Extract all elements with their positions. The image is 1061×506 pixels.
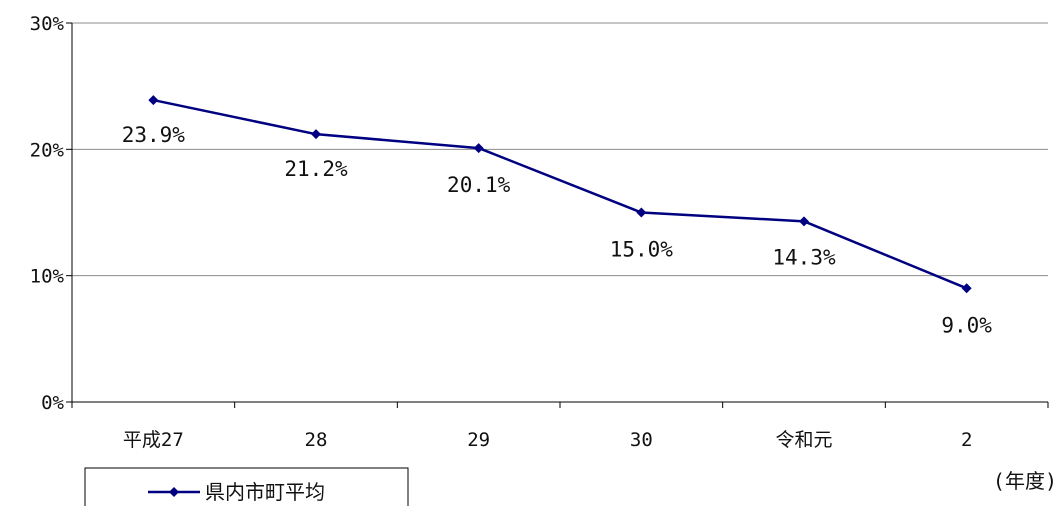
x-tick-label: 2 — [961, 429, 972, 451]
data-label: 23.9% — [122, 123, 186, 147]
y-tick-label: 20% — [30, 139, 65, 161]
x-tick-label: 30 — [630, 429, 653, 451]
x-tick-label: 平成27 — [123, 429, 184, 451]
series-line — [153, 98, 968, 290]
data-point-marker — [311, 129, 321, 140]
y-tick-label: 10% — [30, 266, 65, 288]
data-label: 9.0% — [941, 313, 992, 337]
y-axis-tick-labels: 0% 10% 20% 30% — [30, 13, 65, 414]
x-tick-label: 28 — [305, 429, 328, 451]
x-tick-label: 令和元 — [775, 429, 832, 451]
x-axis-tick-labels: 平成27 28 29 30 令和元 2 — [123, 429, 973, 451]
series-line-group — [148, 95, 972, 294]
data-labels: 23.9% 21.2% 20.1% 15.0% 14.3% 9.0% — [122, 123, 993, 337]
data-point-marker — [799, 216, 809, 227]
data-point-marker — [636, 207, 647, 218]
data-label: 20.1% — [447, 173, 511, 197]
grid-lines — [72, 22, 1048, 277]
data-point-marker — [148, 95, 159, 106]
data-point-marker — [473, 143, 484, 154]
x-axis-unit-label: (年度) — [993, 469, 1057, 493]
y-tick-label: 0% — [41, 392, 64, 414]
legend-marker-diamond — [169, 487, 179, 497]
y-tick-label: 30% — [30, 13, 65, 35]
data-label: 15.0% — [610, 238, 674, 262]
legend: 県内市町平均 — [84, 467, 409, 506]
data-label: 14.3% — [772, 245, 836, 269]
x-tick-label: 29 — [467, 429, 490, 451]
legend-box — [84, 467, 409, 506]
legend-series-name: 県内市町平均 — [205, 480, 325, 504]
data-point-marker — [961, 283, 972, 294]
data-label: 21.2% — [284, 157, 348, 181]
axes — [66, 22, 1049, 408]
